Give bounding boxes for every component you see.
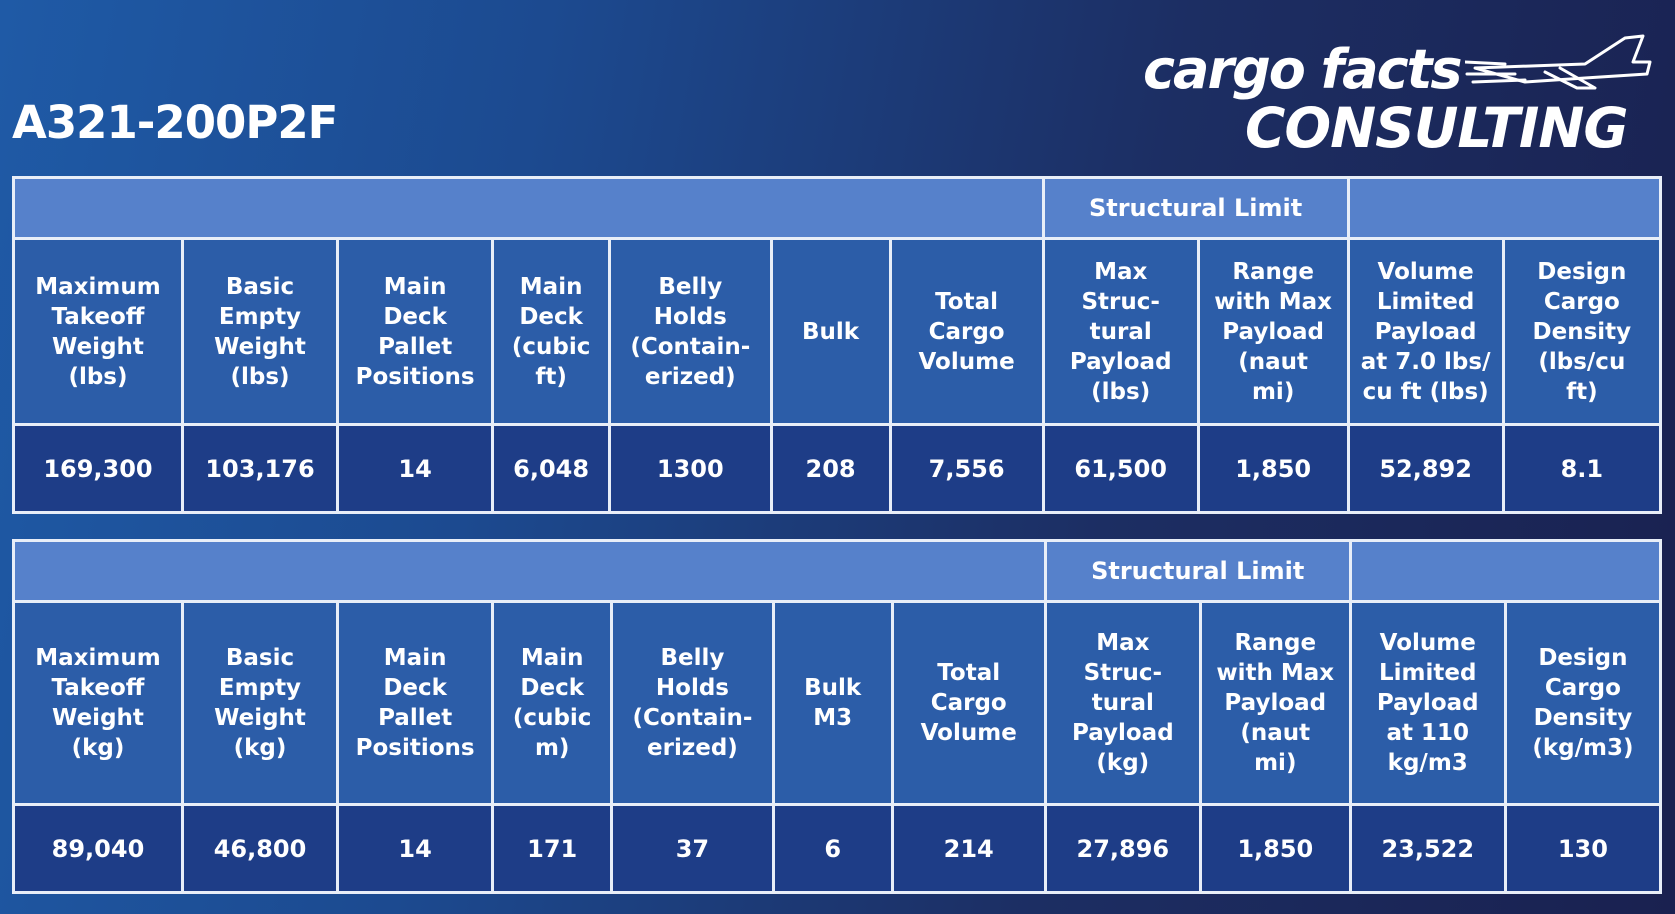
table-row: 89,040 46,800 14 171 37 6 214 27,896 1,8… (12, 803, 1663, 894)
header-main-deck-volume: Main Deck (cubic ft) (491, 237, 612, 426)
header-main-deck-pallet-positions: Main Deck Pallet Positions (336, 600, 495, 806)
header-volume-limited-payload: Volume Limited Payload at 7.0 lbs/ cu ft… (1346, 237, 1505, 426)
specs-table-imperial: Structural Limit Maximum Takeoff Weight … (12, 176, 1663, 514)
header-max-structural-payload: Max Struc- tural Payload (kg) (1043, 600, 1202, 806)
header-basic-empty-weight: Basic Empty Weight (lbs) (180, 237, 340, 426)
value-range-with-max-payload: 1,850 (1198, 803, 1352, 894)
table-band-row: Structural Limit (12, 176, 1663, 240)
value-total-cargo-volume: 7,556 (888, 423, 1045, 514)
header-bulk: Bulk M3 (771, 600, 894, 806)
header-main-deck-volume: Main Deck (cubic m) (491, 600, 614, 806)
header-design-cargo-density: Design Cargo Density (kg/m3) (1503, 600, 1663, 806)
value-main-deck-volume: 6,048 (491, 423, 612, 514)
header-design-cargo-density: Design Cargo Density (lbs/cu ft) (1501, 237, 1663, 426)
value-volume-limited-payload: 23,522 (1348, 803, 1507, 894)
value-main-deck-pallet-positions: 14 (336, 423, 495, 514)
header-main-deck-pallet-positions: Main Deck Pallet Positions (336, 237, 495, 426)
table-band-row: Structural Limit (12, 539, 1663, 603)
header-max-takeoff-weight: Maximum Takeoff Weight (lbs) (12, 237, 184, 426)
value-main-deck-pallet-positions: 14 (336, 803, 495, 894)
value-main-deck-volume: 171 (491, 803, 614, 894)
band-empty-cell (12, 539, 1047, 603)
structural-limit-label: Structural Limit (1041, 176, 1350, 240)
value-design-cargo-density: 8.1 (1501, 423, 1663, 514)
value-design-cargo-density: 130 (1503, 803, 1663, 894)
logo-line-1: cargo facts (1143, 38, 1463, 101)
value-max-structural-payload: 27,896 (1043, 803, 1202, 894)
structural-limit-label: Structural Limit (1043, 539, 1352, 603)
band-empty-cell (1346, 176, 1663, 240)
header-range-with-max-payload: Range with Max Payload (naut mi) (1196, 237, 1350, 426)
header-volume-limited-payload: Volume Limited Payload at 110 kg/m3 (1348, 600, 1507, 806)
airplane-icon (1465, 34, 1652, 90)
value-volume-limited-payload: 52,892 (1346, 423, 1505, 514)
value-total-cargo-volume: 214 (890, 803, 1047, 894)
value-max-takeoff-weight: 169,300 (12, 423, 184, 514)
header-basic-empty-weight: Basic Empty Weight (kg) (180, 600, 340, 806)
header-total-cargo-volume: Total Cargo Volume (888, 237, 1045, 426)
header-belly-holds: Belly Holds (Contain- erized) (608, 237, 773, 426)
table-header-row: Maximum Takeoff Weight (lbs) Basic Empty… (12, 237, 1663, 426)
value-max-takeoff-weight: 89,040 (12, 803, 184, 894)
table-header-row: Maximum Takeoff Weight (kg) Basic Empty … (12, 600, 1663, 806)
header-max-takeoff-weight: Maximum Takeoff Weight (kg) (12, 600, 184, 806)
table-row: 169,300 103,176 14 6,048 1300 208 7,556 … (12, 423, 1663, 514)
value-range-with-max-payload: 1,850 (1196, 423, 1350, 514)
cargo-facts-logo: cargo facts CONSULTING (1135, 28, 1655, 160)
band-empty-cell (12, 176, 1045, 240)
page-title: A321-200P2F (12, 96, 338, 149)
value-belly-holds: 37 (610, 803, 775, 894)
value-bulk: 6 (771, 803, 894, 894)
value-basic-empty-weight: 103,176 (180, 423, 340, 514)
header-range-with-max-payload: Range with Max Payload (naut mi) (1198, 600, 1352, 806)
band-empty-cell (1348, 539, 1663, 603)
value-max-structural-payload: 61,500 (1041, 423, 1200, 514)
value-belly-holds: 1300 (608, 423, 773, 514)
value-bulk: 208 (769, 423, 892, 514)
header-total-cargo-volume: Total Cargo Volume (890, 600, 1047, 806)
value-basic-empty-weight: 46,800 (180, 803, 340, 894)
header-bulk: Bulk (769, 237, 892, 426)
logo-line-2: CONSULTING (1245, 96, 1629, 160)
header-max-structural-payload: Max Struc- tural Payload (lbs) (1041, 237, 1200, 426)
specs-table-metric: Structural Limit Maximum Takeoff Weight … (12, 539, 1663, 894)
header-belly-holds: Belly Holds (Contain- erized) (610, 600, 775, 806)
